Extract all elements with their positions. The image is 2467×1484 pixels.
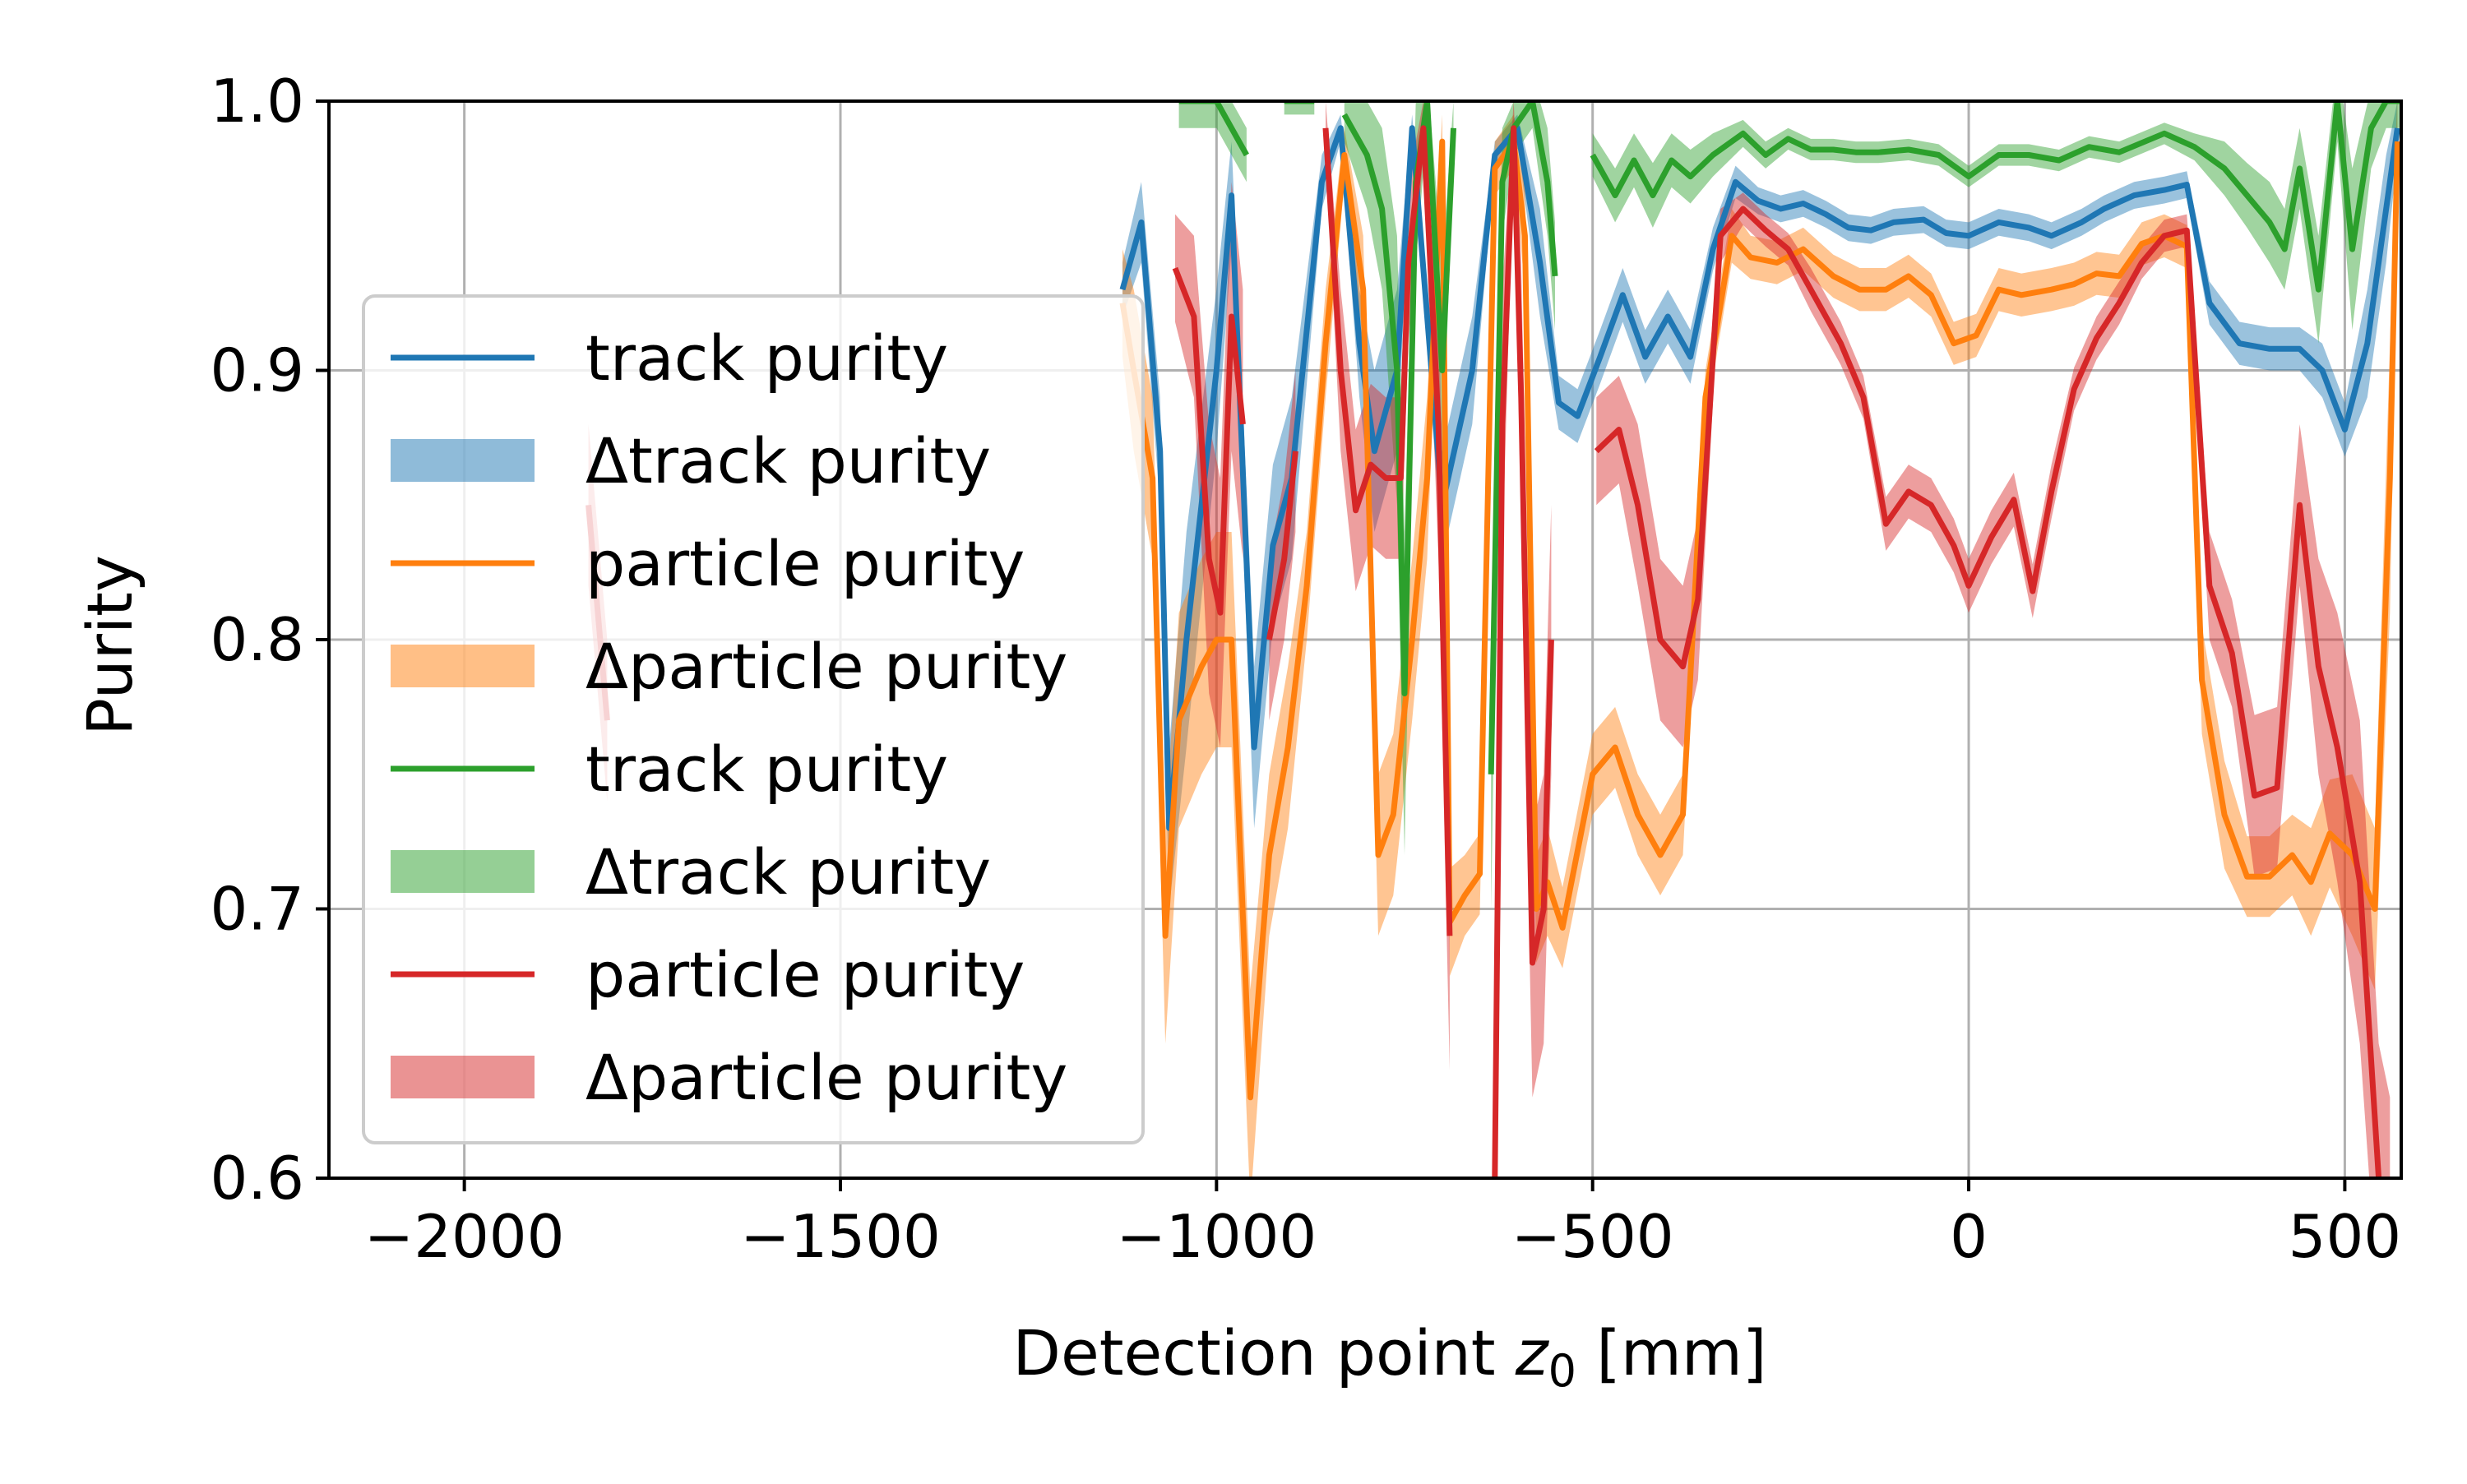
legend-label: Δtrack purity (586, 424, 991, 497)
legend-box (362, 294, 1145, 1144)
x-tick-label: −2000 (364, 1202, 565, 1271)
x-axis-label-unit: [mm] (1576, 1316, 1767, 1389)
series-3-line-2 (1266, 451, 1298, 640)
y-tick-label: 1.0 (210, 67, 304, 136)
series-2-band-1 (1284, 101, 1315, 115)
series-3-line-1 (1172, 266, 1246, 616)
y-axis-label: Purity (73, 555, 146, 736)
series-2-line-3 (1488, 101, 1558, 774)
series-3-band-2 (1269, 370, 1296, 721)
legend-label: Δparticle purity (586, 1041, 1067, 1114)
x-axis-label-main: Detection point (1012, 1316, 1515, 1389)
series-3-band-5 (1596, 192, 2391, 1178)
legend-handle-band (391, 850, 535, 893)
legend-label: particle purity (586, 527, 1025, 600)
series-0-band-0 (1122, 101, 2398, 909)
legend: track purity Δtrack purity particle purity… (362, 294, 1145, 1144)
series-2-line-4 (1590, 101, 2401, 293)
x-tick-label: −1500 (740, 1202, 941, 1271)
y-tick-label: 0.6 (210, 1144, 304, 1213)
x-tick-label: 500 (2289, 1202, 2401, 1271)
series-3-line-4 (1492, 125, 1554, 1178)
x-tick-label: −500 (1511, 1202, 1674, 1271)
series-0-line-0 (1119, 125, 2400, 831)
axes: −2000 −1500 −1000 −500 0 500 0.6 0.7 0.8 0.9 1.0 (210, 67, 2401, 1271)
x-tick-label: 0 (1950, 1202, 1988, 1271)
y-tick-label: 0.7 (210, 875, 304, 944)
legend-label: Δparticle purity (586, 630, 1067, 703)
series-3-line-3 (1322, 125, 1453, 936)
x-tick-label: −1000 (1117, 1202, 1317, 1271)
x-axis-label: Detection point z0 [mm] (1012, 1316, 1766, 1397)
legend-handle-band (391, 439, 535, 482)
y-tick-label: 0.8 (210, 605, 304, 674)
series-3-line-5 (1594, 206, 2382, 1178)
series-2-line-2 (1341, 101, 1456, 696)
x-axis-label-var: z (1515, 1316, 1550, 1389)
legend-handle-band (391, 1056, 535, 1098)
y-tick-label: 0.9 (210, 336, 304, 405)
legend-handle-band (391, 645, 535, 687)
series-2-line-0 (1178, 101, 1249, 157)
x-axis-label-sub: 0 (1548, 1345, 1576, 1397)
data-layer (586, 101, 2401, 1178)
legend-label: Δtrack purity (586, 835, 991, 908)
series-2-band-4 (1592, 101, 2401, 344)
legend-label: track purity (586, 321, 948, 395)
legend-label: particle purity (586, 938, 1025, 1011)
series-1-line-0 (1119, 138, 2400, 1101)
legend-label: track purity (586, 733, 948, 806)
